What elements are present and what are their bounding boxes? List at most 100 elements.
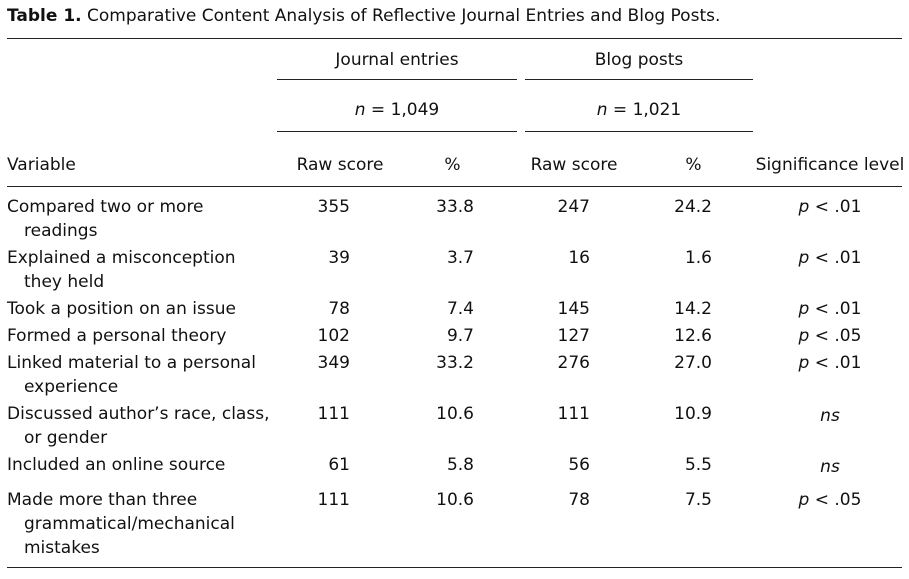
row-variable-label: Included an online source — [7, 453, 277, 477]
header-rule — [7, 186, 902, 187]
variable-line-3: mistakes — [24, 538, 100, 558]
table-title: Comparative Content Analysis of Reflecti… — [87, 6, 721, 26]
sig-symbol: p — [798, 490, 810, 510]
variable-line-1: Discussed author’s race, class, — [7, 404, 270, 424]
group-journal-rule-1 — [277, 79, 517, 80]
percent-blog: 14.2 — [674, 299, 712, 319]
col-raw-score-journal-header: Raw score — [296, 155, 384, 175]
col-significance-header: Significance level — [755, 155, 905, 175]
sig-threshold: < .01 — [809, 248, 862, 268]
percent-blog: 7.5 — [684, 490, 712, 510]
percent-journal: 7.4 — [446, 299, 474, 319]
variable-line-1: Took a position on an issue — [7, 299, 236, 319]
raw-score-blog: 16 — [568, 248, 590, 268]
group-blog-rule-1 — [525, 79, 753, 80]
percent-journal: 10.6 — [436, 490, 474, 510]
sig-symbol: p — [798, 197, 810, 217]
significance-level: p < .05 — [760, 324, 900, 348]
percent-blog: 27.0 — [674, 353, 712, 373]
percent-journal: 10.6 — [436, 404, 474, 424]
percent-journal: 9.7 — [446, 326, 474, 346]
raw-score-journal: 355 — [317, 197, 350, 217]
significance-level: ns — [760, 455, 900, 479]
group-journal-rule-2 — [277, 131, 517, 132]
row-variable-label: Linked material to a personal experience — [7, 351, 277, 399]
col-percent-journal-header: % — [444, 155, 461, 175]
raw-score-journal: 349 — [317, 353, 350, 373]
variable-line-2: or gender — [24, 428, 108, 448]
variable-line-2: readings — [24, 221, 98, 241]
n-value: = 1,021 — [607, 100, 682, 120]
significance-level: p < .01 — [760, 351, 900, 375]
sig-threshold: < .05 — [809, 326, 862, 346]
sig-symbol: ns — [820, 457, 840, 477]
raw-score-blog: 127 — [557, 326, 590, 346]
row-variable-label: Made more than three grammatical/mechani… — [7, 488, 277, 560]
variable-line-2: experience — [24, 377, 119, 397]
row-variable-label: Formed a personal theory — [7, 324, 277, 348]
group-journal-entries-header: Journal entries — [335, 50, 459, 70]
col-percent-blog-header: % — [685, 155, 702, 175]
percent-journal: 5.8 — [446, 455, 474, 475]
sig-threshold: < .01 — [809, 299, 862, 319]
group-blog-rule-2 — [525, 131, 753, 132]
sig-symbol: p — [798, 248, 810, 268]
top-rule — [7, 38, 902, 39]
col-raw-score-blog-header: Raw score — [530, 155, 618, 175]
percent-blog: 12.6 — [674, 326, 712, 346]
row-variable-label: Discussed author’s race, class, or gende… — [7, 402, 277, 450]
significance-level: p < .01 — [760, 297, 900, 321]
row-variable-label: Explained a misconception they held — [7, 246, 277, 294]
sig-symbol: p — [798, 353, 810, 373]
percent-journal: 3.7 — [446, 248, 474, 268]
sig-threshold: < .05 — [809, 490, 862, 510]
percent-blog: 10.9 — [674, 404, 712, 424]
group-journal-n: n = 1,049 — [277, 100, 517, 120]
percent-blog: 5.5 — [684, 455, 712, 475]
variable-line-2: they held — [24, 272, 105, 292]
row-variable-label: Compared two or more readings — [7, 195, 277, 243]
raw-score-journal: 61 — [328, 455, 350, 475]
significance-level: p < .01 — [760, 246, 900, 270]
raw-score-blog: 247 — [557, 197, 590, 217]
group-blog-n: n = 1,021 — [525, 100, 753, 120]
table-label: Table 1. — [7, 6, 82, 26]
variable-line-1: Included an online source — [7, 455, 226, 475]
sig-threshold: < .01 — [809, 197, 862, 217]
raw-score-blog: 111 — [557, 404, 590, 424]
variable-line-1: Explained a misconception — [7, 248, 236, 268]
n-value: = 1,049 — [365, 100, 440, 120]
raw-score-journal: 102 — [317, 326, 350, 346]
sig-symbol: p — [798, 326, 810, 346]
sig-symbol: ns — [820, 406, 840, 426]
percent-journal: 33.8 — [436, 197, 474, 217]
bottom-rule — [7, 567, 902, 568]
significance-level: p < .05 — [760, 488, 900, 512]
significance-level: p < .01 — [760, 195, 900, 219]
n-symbol: n — [354, 100, 366, 120]
raw-score-blog: 56 — [568, 455, 590, 475]
raw-score-journal: 39 — [328, 248, 350, 268]
raw-score-journal: 78 — [328, 299, 350, 319]
raw-score-journal: 111 — [317, 490, 350, 510]
variable-line-1: Linked material to a personal — [7, 353, 256, 373]
n-symbol: n — [596, 100, 608, 120]
table-caption: Table 1. Comparative Content Analysis of… — [7, 6, 720, 26]
raw-score-blog: 145 — [557, 299, 590, 319]
percent-blog: 24.2 — [674, 197, 712, 217]
variable-line-2: grammatical/mechanical — [24, 514, 235, 534]
raw-score-blog: 276 — [557, 353, 590, 373]
raw-score-blog: 78 — [568, 490, 590, 510]
variable-line-1: Made more than three — [7, 490, 198, 510]
significance-level: ns — [760, 404, 900, 428]
group-blog-posts-header: Blog posts — [594, 50, 684, 70]
variable-line-1: Formed a personal theory — [7, 326, 227, 346]
sig-threshold: < .01 — [809, 353, 862, 373]
raw-score-journal: 111 — [317, 404, 350, 424]
variable-line-1: Compared two or more — [7, 197, 204, 217]
sig-symbol: p — [798, 299, 810, 319]
col-variable-header: Variable — [7, 155, 76, 175]
percent-blog: 1.6 — [684, 248, 712, 268]
percent-journal: 33.2 — [436, 353, 474, 373]
row-variable-label: Took a position on an issue — [7, 297, 277, 321]
